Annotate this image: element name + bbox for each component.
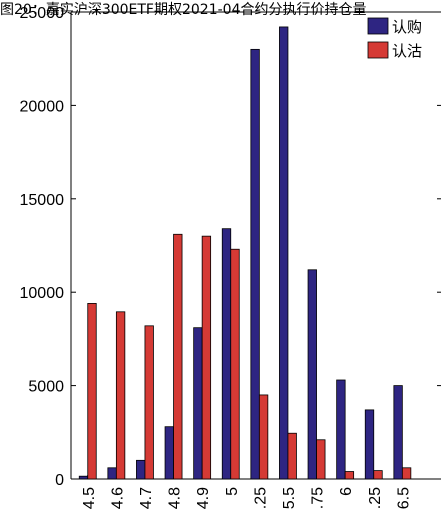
- bar-call-4.5: [78, 475, 89, 480]
- bar-call-4.6: [107, 467, 117, 480]
- bar-call-5.25: [250, 48, 260, 480]
- x-tick-label: 5.5: [281, 487, 298, 509]
- x-tick-label: 4.5: [81, 487, 98, 509]
- y-tick-label: 10000: [20, 285, 65, 302]
- y-tick-label: 20000: [20, 98, 65, 115]
- x-tick-label: 6.5: [395, 487, 412, 509]
- y-tick-label: 0: [55, 472, 64, 489]
- bar-call-4.9: [193, 327, 203, 480]
- bar-put-4.5: [87, 303, 97, 480]
- bar-put-5: [230, 248, 240, 480]
- bar-call-4.7: [136, 459, 146, 480]
- legend-swatch-put: [367, 41, 389, 59]
- legend-label-put: 认沽: [392, 42, 422, 60]
- bar-put-6: [344, 471, 355, 480]
- bar-put-5.75: [316, 439, 326, 480]
- bar-call-6.25: [364, 409, 375, 480]
- bar-put-6.25: [373, 470, 383, 480]
- bar-call-4.8: [164, 426, 174, 480]
- x-tick-label: 4.6: [109, 487, 126, 509]
- bar-put-5.5: [287, 432, 297, 480]
- legend-label-call: 认购: [392, 18, 422, 36]
- x-tick-label: .75: [310, 487, 327, 509]
- axes: 0 5000 10000 15000 20000 25000 4.5 4.6 4.7 4.8 4.9…: [20, 5, 441, 509]
- bar-put-5.25: [258, 394, 269, 480]
- bar-call-5: [221, 228, 232, 480]
- bar-call-6: [336, 379, 346, 480]
- bar-put-4.8: [173, 233, 183, 480]
- chart-title: 图20：嘉实沪深300ETF期权2021-04合约分执行价持仓量: [0, 2, 366, 18]
- y-tick-label: 15000: [20, 192, 65, 209]
- bar-put-6.5: [401, 467, 412, 480]
- x-tick-label: 5: [224, 487, 241, 496]
- bar-call-6.5: [393, 385, 403, 480]
- x-tick-label: .25: [367, 487, 384, 509]
- x-tick-label: .25: [252, 487, 269, 509]
- bar-put-4.9: [201, 235, 212, 480]
- legend-swatch-call: [367, 17, 389, 35]
- y-tick-label: 25000: [20, 5, 65, 22]
- x-tick-label: 4.9: [195, 487, 212, 509]
- x-tick-label: 6: [338, 487, 355, 496]
- bars: [78, 26, 412, 480]
- y-tick-label: 5000: [28, 379, 64, 396]
- x-tick-label: 4.8: [167, 487, 184, 509]
- bar-put-4.7: [144, 325, 154, 480]
- x-tick-label: 4.7: [138, 487, 155, 509]
- bar-put-4.6: [115, 311, 126, 480]
- bar-call-5.5: [279, 26, 289, 480]
- bar-call-5.75: [307, 269, 317, 480]
